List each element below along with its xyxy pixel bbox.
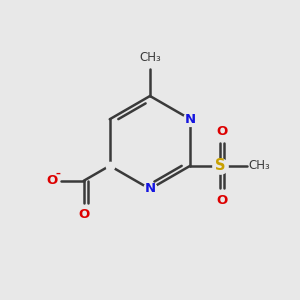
Text: –: – <box>56 169 61 179</box>
Text: O: O <box>216 125 227 138</box>
Text: O: O <box>216 194 227 207</box>
Text: CH₃: CH₃ <box>139 51 161 64</box>
Text: N: N <box>144 182 156 196</box>
Text: S: S <box>215 158 226 173</box>
Text: N: N <box>185 113 196 126</box>
Text: O: O <box>78 208 89 221</box>
Text: CH₃: CH₃ <box>249 159 271 172</box>
Text: O: O <box>46 174 58 187</box>
